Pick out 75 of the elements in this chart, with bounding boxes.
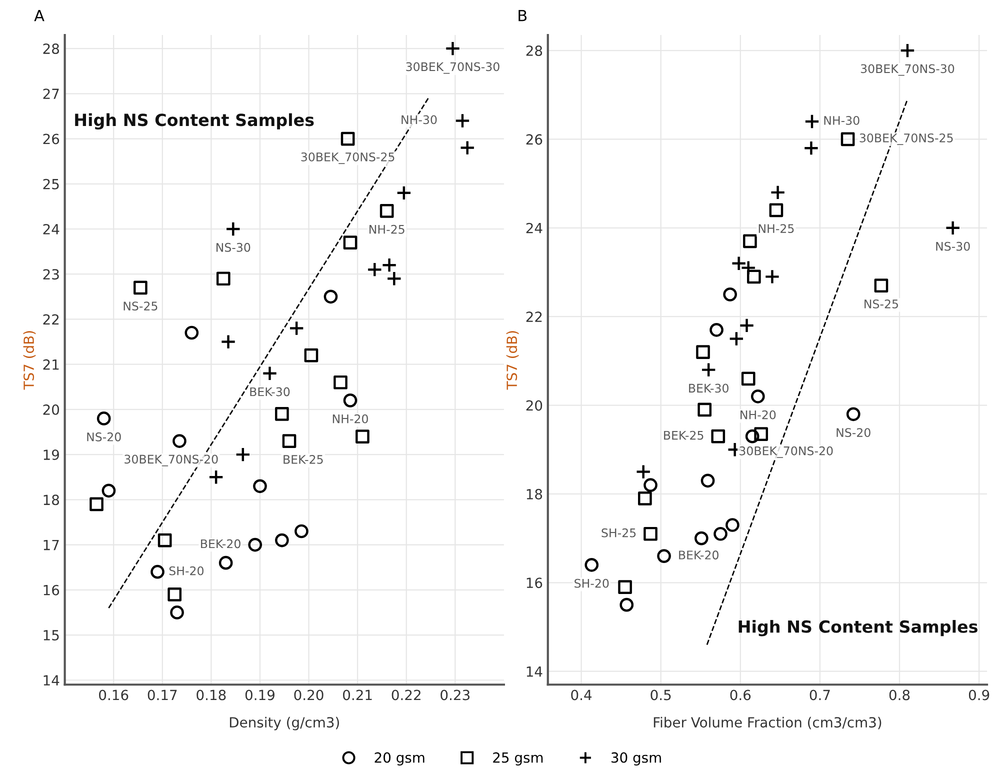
y-tick-label: 21 [43, 359, 59, 370]
annotation: NS-30 [936, 242, 970, 251]
x-tick-label: 0.4 [571, 690, 592, 700]
y-tick-label: 28 [43, 44, 59, 54]
x-tick-label: 0.21 [343, 690, 372, 700]
x-tick-label: 0.22 [392, 690, 420, 700]
y-tick-label: 22 [526, 312, 542, 322]
annotation: SH-20 [169, 566, 204, 576]
annotation: NS-20 [87, 432, 121, 442]
chart-title: B [518, 10, 527, 22]
annotation: BEK-25 [284, 454, 323, 464]
x-axis-title: Density (g/cm3) [230, 716, 339, 730]
annotation: 30BEK_70NS-20 [740, 446, 833, 458]
y-tick-label: 24 [43, 224, 60, 234]
x-tick-label: 0.5 [650, 690, 671, 700]
y-tick-label: 16 [44, 584, 60, 596]
y-axis-title: TS7 (dB) [23, 331, 36, 390]
annotation: BEK-20 [679, 550, 718, 560]
y-tick-label: 26 [526, 134, 542, 145]
annotation: BEK-30 [689, 384, 728, 393]
y-tick-label: 17 [44, 540, 59, 550]
annotation: NS-20 [836, 428, 870, 438]
y-tick-label: 25 [43, 178, 59, 190]
x-tick-label: 0.23 [440, 690, 470, 700]
annotation: NS-30 [216, 242, 250, 252]
annotation: 30BEK_70NS-20 [124, 454, 218, 466]
y-tick-label: 14 [526, 666, 542, 677]
legend-label: 25 gsm [493, 752, 543, 766]
annotation: BEK-25 [664, 430, 704, 440]
y-tick-label: 20 [526, 400, 542, 411]
annotation: 30BEK_70NS-25 [860, 133, 953, 145]
x-tick-label: 0.7 [810, 690, 830, 700]
y-tick-label: 16 [526, 578, 542, 588]
y-tick-label: 15 [44, 630, 59, 640]
y-tick-label: 22 [43, 314, 59, 324]
chart-title: A [34, 10, 44, 22]
annotation: High NS Content Samples [738, 620, 978, 636]
x-tick-label: 0.8 [889, 690, 910, 700]
annotation: 30BEK_70NS-30 [860, 64, 954, 76]
y-tick-label: 19 [44, 450, 59, 460]
annotation: High NS Content Samples [75, 113, 314, 130]
x-tick-label: 0.17 [148, 690, 177, 700]
x-axis-title: Fiber Volume Fraction (cm3/cm3) [654, 716, 882, 730]
annotation: SH-25 [602, 528, 636, 538]
annotation: NH-30 [824, 116, 860, 125]
x-tick-label: 0.9 [968, 690, 990, 700]
y-axis-title: TS7 (dB) [506, 331, 519, 390]
y-tick-label: 28 [526, 46, 542, 56]
annotation: NH-30 [402, 115, 437, 124]
y-tick-label: 18 [44, 494, 59, 506]
annotation: NS-25 [864, 299, 898, 308]
annotation: 30BEK_70NS-30 [406, 62, 500, 74]
annotation: BEK-30 [250, 387, 290, 396]
annotation: NH-25 [758, 224, 794, 234]
legend-label: 30 gsm [612, 752, 661, 766]
annotation: NS-25 [124, 302, 158, 311]
x-tick-label: 0.16 [99, 690, 128, 700]
annotation: 30BEK_70NS-25 [301, 152, 394, 164]
y-tick-label: 26 [43, 134, 60, 144]
y-tick-label: 20 [43, 404, 60, 415]
annotation: NH-20 [332, 414, 368, 424]
x-tick-label: 0.18 [196, 690, 226, 700]
y-tick-label: 14 [44, 675, 60, 686]
x-tick-label: 0.19 [245, 690, 274, 700]
legend-label: 20 gsm [374, 752, 424, 766]
annotation: NH-25 [370, 224, 404, 234]
x-tick-label: 0.20 [294, 690, 324, 700]
annotation: SH-20 [574, 578, 609, 588]
y-tick-label: 24 [526, 222, 542, 234]
annotation: BEK-20 [201, 539, 240, 548]
y-tick-label: 23 [43, 269, 59, 280]
x-tick-label: 0.6 [730, 690, 751, 700]
annotation: NH-20 [740, 410, 776, 420]
y-tick-label: 27 [43, 88, 59, 99]
y-tick-label: 18 [526, 488, 542, 500]
